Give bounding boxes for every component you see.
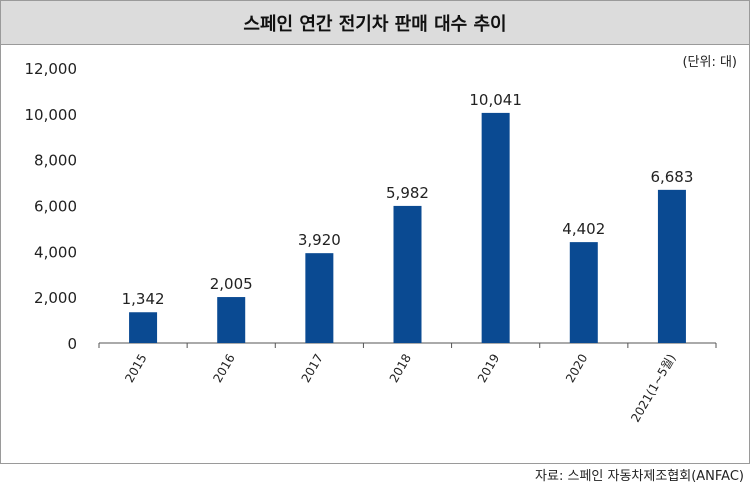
- x-tick-label: 2021(1~5월): [628, 352, 678, 425]
- unit-note: (단위: 대): [682, 55, 737, 70]
- chart-title: 스페인 연간 전기차 판매 대수 추이: [243, 13, 507, 35]
- x-tick-label: 2019: [475, 351, 502, 384]
- bar-chart: 0 2,000 4,000 6,000 8,000 10,000 12,000 1,342 20…: [25, 60, 717, 425]
- y-tick-label: 4,000: [34, 243, 77, 261]
- y-tick-label: 12,000: [25, 60, 78, 78]
- bar: [129, 312, 158, 343]
- y-tick-label: 0: [67, 335, 77, 353]
- x-tick-label: 2018: [387, 352, 414, 385]
- x-tick-label: 2016: [210, 352, 237, 385]
- data-label: 4,402: [562, 220, 605, 238]
- x-tick-label: 2015: [122, 352, 149, 385]
- source-note: 자료: 스페인 자동차제조협회(ANFAC): [535, 469, 744, 484]
- x-tick-label: 2020: [563, 352, 590, 385]
- bar: [305, 253, 334, 343]
- y-tick-label: 2,000: [34, 289, 77, 307]
- title-bar: 스페인 연간 전기차 판매 대수 추이: [1, 1, 749, 45]
- bar: [569, 242, 598, 343]
- data-label: 2,005: [210, 275, 253, 293]
- x-tick-label: 2017: [299, 352, 326, 385]
- data-label: 5,982: [386, 184, 429, 202]
- data-label: 6,683: [650, 168, 693, 186]
- bar: [481, 112, 510, 343]
- data-label: 1,342: [122, 290, 165, 308]
- bar: [657, 189, 686, 343]
- y-tick-label: 6,000: [34, 198, 77, 216]
- data-label: 10,041: [469, 91, 522, 109]
- y-tick-label: 10,000: [25, 106, 78, 124]
- chart-frame: 스페인 연간 전기차 판매 대수 추이 (단위: 대) 0 2,000 4,000 6…: [0, 0, 750, 464]
- bar: [393, 205, 422, 343]
- y-tick-label: 8,000: [34, 152, 77, 170]
- data-label: 3,920: [298, 231, 341, 249]
- bar: [217, 297, 246, 343]
